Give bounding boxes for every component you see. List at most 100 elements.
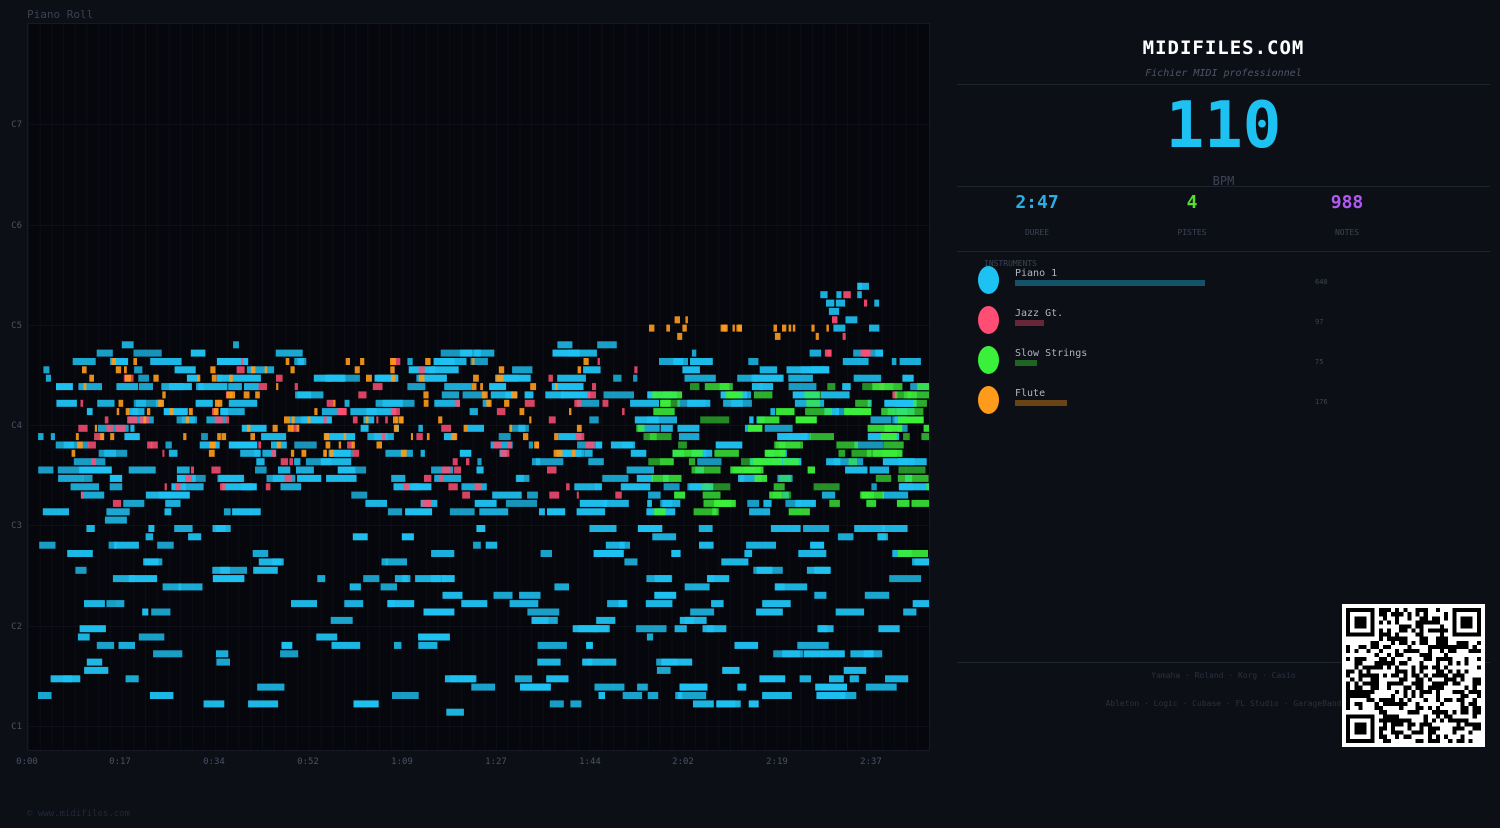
note <box>84 666 109 674</box>
note <box>351 441 355 449</box>
note <box>325 441 331 449</box>
note <box>330 616 353 624</box>
note <box>431 550 455 557</box>
note <box>514 675 533 683</box>
note <box>697 458 722 466</box>
instrument-name: Jazz Gt. <box>1015 308 1064 319</box>
note <box>838 449 846 457</box>
note <box>56 399 77 407</box>
note <box>50 433 55 441</box>
note <box>874 299 880 307</box>
note <box>552 349 580 357</box>
octave-label: C1 <box>11 722 22 732</box>
note <box>785 499 801 507</box>
note <box>327 374 345 382</box>
octave-label: C6 <box>11 221 22 231</box>
octave-label: C2 <box>11 622 22 632</box>
note <box>217 374 223 382</box>
instrument-name: Slow Strings <box>1015 348 1088 359</box>
note <box>691 466 721 474</box>
note <box>291 600 317 608</box>
note <box>418 424 423 432</box>
note <box>480 383 483 391</box>
note <box>366 408 397 416</box>
note <box>454 399 460 407</box>
note <box>363 575 380 583</box>
note <box>387 600 415 608</box>
note <box>788 374 813 382</box>
note <box>844 408 872 416</box>
note <box>228 399 258 407</box>
note <box>546 675 569 683</box>
note <box>832 316 838 324</box>
note <box>774 332 781 340</box>
note <box>374 374 399 382</box>
note <box>449 508 475 516</box>
note <box>133 349 162 357</box>
divider <box>957 186 1490 187</box>
note <box>673 358 684 365</box>
note <box>125 408 129 416</box>
note <box>678 441 687 449</box>
note <box>201 433 208 441</box>
note <box>504 374 531 382</box>
note <box>535 441 540 449</box>
note <box>684 616 707 624</box>
note <box>749 508 771 516</box>
note <box>770 525 801 532</box>
octave-line <box>28 626 929 627</box>
note <box>381 433 386 441</box>
note <box>797 641 829 649</box>
piano-roll[interactable] <box>27 23 930 751</box>
note <box>72 358 96 365</box>
qr-code[interactable] <box>1342 604 1485 747</box>
note <box>509 424 513 432</box>
note <box>753 458 783 466</box>
note <box>912 558 929 566</box>
note <box>690 383 700 391</box>
note <box>67 550 93 557</box>
note <box>216 658 230 666</box>
instrument-row: Slow Strings 75 <box>978 346 1328 380</box>
instruments-heading: INSTRUMENTS <box>984 259 1037 268</box>
note <box>558 433 582 441</box>
note <box>255 391 260 399</box>
octave-label: C7 <box>11 120 22 130</box>
note <box>576 491 579 499</box>
note <box>829 499 840 507</box>
note <box>636 424 645 432</box>
note <box>772 491 792 499</box>
note <box>222 483 253 491</box>
note <box>116 383 138 391</box>
note <box>660 424 673 432</box>
note <box>407 383 426 391</box>
note <box>381 558 388 566</box>
note <box>744 550 753 557</box>
note <box>684 374 716 382</box>
note <box>477 349 495 357</box>
note <box>860 349 869 357</box>
note <box>842 383 851 391</box>
note <box>329 449 334 457</box>
note <box>674 625 687 633</box>
octave-line <box>28 124 929 125</box>
note <box>393 416 397 424</box>
note <box>504 399 510 407</box>
note <box>804 391 821 399</box>
note <box>719 383 733 391</box>
instrument-note-count: 75 <box>1315 358 1324 366</box>
note <box>217 399 223 407</box>
note <box>390 358 396 365</box>
note <box>561 391 591 399</box>
note <box>461 483 487 491</box>
note <box>43 366 50 374</box>
note <box>104 516 127 524</box>
note <box>87 441 96 449</box>
note <box>678 433 700 441</box>
note <box>687 483 702 491</box>
note <box>548 374 553 382</box>
stat-value: 988 <box>1330 192 1364 213</box>
note <box>162 391 166 399</box>
note <box>903 433 910 441</box>
note <box>471 383 477 391</box>
